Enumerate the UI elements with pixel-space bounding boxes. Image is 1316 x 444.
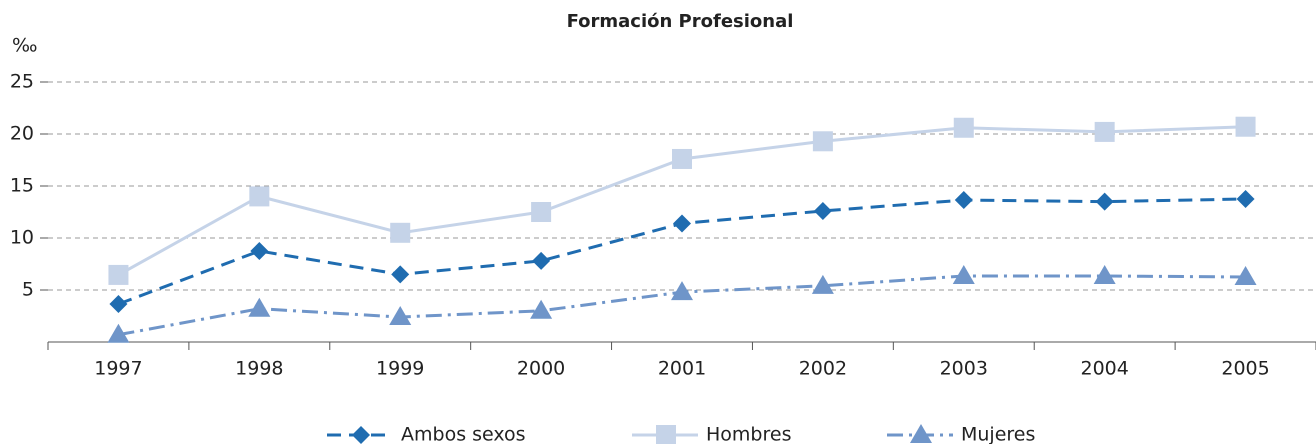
data-point — [108, 264, 129, 285]
data-point — [953, 117, 974, 138]
data-point — [954, 191, 973, 210]
data-point — [1093, 264, 1116, 284]
x-tick-label: 2000 — [517, 358, 565, 380]
data-point — [1236, 190, 1255, 208]
y-tick-label: 10 — [10, 227, 34, 249]
x-tick-label: 1998 — [235, 358, 283, 380]
x-tick-label: 2005 — [1221, 358, 1269, 380]
data-point — [673, 214, 691, 233]
y-tick-label: 5 — [22, 279, 34, 301]
legend-label: Hombres — [706, 424, 791, 444]
legend-label: Ambos sexos — [401, 424, 526, 444]
data-point — [389, 306, 412, 326]
data-point — [1235, 116, 1256, 137]
data-point — [952, 264, 975, 284]
x-tick-label: 2003 — [940, 358, 988, 380]
data-point — [107, 323, 130, 343]
y-axis-label: ‰ — [12, 35, 38, 57]
legend-marker — [656, 425, 676, 444]
y-tick-label: 15 — [10, 175, 34, 197]
x-tick-label: 2002 — [799, 358, 847, 380]
data-point — [532, 251, 551, 270]
data-point — [812, 131, 833, 152]
data-point — [1234, 266, 1257, 285]
data-point — [813, 201, 832, 220]
data-point — [672, 148, 692, 169]
data-point — [109, 295, 128, 314]
data-point — [1094, 121, 1115, 142]
data-point — [249, 186, 270, 207]
legend-marker — [910, 424, 932, 443]
legend-marker — [352, 426, 370, 444]
data-point — [250, 242, 269, 260]
data-point — [530, 299, 553, 319]
legend-label: Mujeres — [961, 424, 1035, 444]
data-point — [248, 297, 271, 317]
data-point — [671, 281, 693, 301]
x-tick-label: 1997 — [94, 358, 142, 380]
x-tick-label: 2001 — [658, 358, 706, 380]
data-point — [531, 202, 552, 222]
x-tick-label: 2004 — [1080, 358, 1128, 380]
data-point — [1095, 192, 1114, 211]
data-point — [390, 222, 411, 243]
y-tick-label: 25 — [10, 71, 34, 93]
y-tick-label: 20 — [10, 123, 34, 145]
x-tick-label: 1999 — [376, 358, 424, 380]
chart-title: Formación Profesional — [567, 11, 794, 32]
data-point — [811, 274, 834, 294]
data-point — [391, 265, 410, 284]
